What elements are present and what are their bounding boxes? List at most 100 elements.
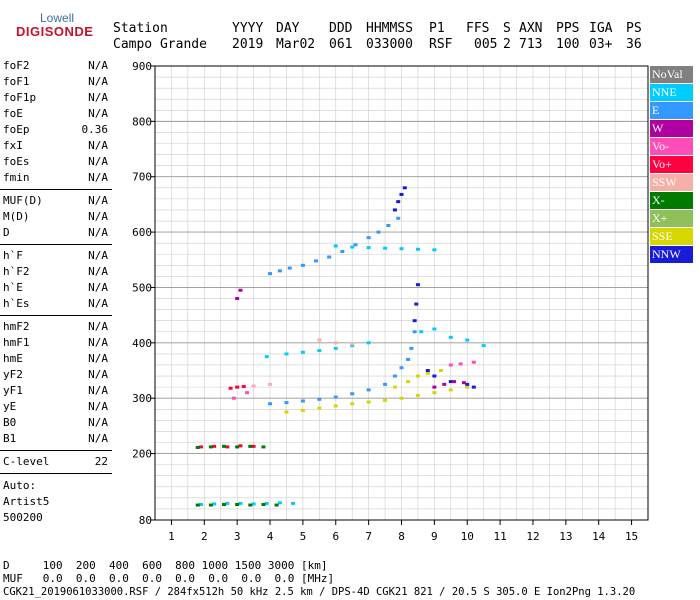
data-point-nnw: [414, 302, 419, 306]
param-value: N/A: [88, 194, 108, 207]
logo-lowell: Lowell: [40, 11, 75, 25]
param-separator: [0, 315, 112, 316]
param-value: N/A: [88, 432, 108, 445]
y-tick-label: 700: [132, 171, 152, 184]
param-name: M(D): [3, 210, 30, 223]
header-label-day: DAY: [276, 21, 300, 36]
param-value: 22: [94, 455, 108, 468]
param-row-foe: foE N/A: [3, 106, 108, 122]
header-label-p1: P1: [429, 21, 445, 36]
data-point-e: [376, 230, 381, 234]
data-point-x: [261, 445, 266, 449]
header-label-ddd: DDD: [329, 21, 353, 36]
param-name: h`F: [3, 249, 23, 262]
y-tick-label: 200: [132, 448, 152, 461]
data-point-ssw: [317, 338, 322, 342]
data-point-e: [386, 223, 391, 227]
data-point-nne: [212, 502, 217, 506]
data-point-vo: [448, 363, 453, 367]
data-point-sse: [284, 410, 289, 414]
data-point-nne: [225, 501, 230, 505]
x-tick-label: 5: [300, 530, 307, 543]
x-tick-label: 13: [559, 530, 572, 543]
data-point-vo: [212, 444, 217, 448]
data-point-nne: [251, 502, 256, 506]
param-separator: [0, 244, 112, 245]
param-row-hmf2: hmF2 N/A: [3, 319, 108, 335]
data-point-sse: [317, 406, 322, 410]
data-point-ssw: [333, 341, 338, 345]
data-point-nnw: [425, 369, 430, 373]
data-point-e: [399, 366, 404, 370]
data-point-nne: [366, 246, 371, 250]
data-point-w: [461, 381, 466, 385]
param-name: fxI: [3, 139, 23, 152]
header-value-ps: 36: [626, 37, 642, 52]
legend-item-ssw: SSW: [650, 174, 693, 191]
header-value-p1: RSF: [429, 37, 453, 52]
header-label-s: S: [503, 21, 511, 36]
data-point-nne: [366, 341, 371, 345]
data-point-nne: [432, 327, 437, 331]
legend-item-vo: Vo-: [650, 138, 693, 155]
param-row-fof2: foF2 N/A: [3, 58, 108, 74]
data-point-e: [300, 399, 305, 403]
param-row-yf1: yF1 N/A: [3, 383, 108, 399]
data-point-nne: [419, 330, 424, 334]
y-tick-label: 80: [139, 514, 152, 527]
data-point-nnw: [412, 319, 417, 323]
data-point-nne: [238, 501, 243, 505]
data-point-vo: [235, 385, 240, 389]
data-point-sse: [300, 408, 305, 412]
param-value: N/A: [88, 59, 108, 72]
y-tick-label: 300: [132, 392, 152, 405]
legend-item-nne: NNE: [650, 84, 693, 101]
data-point-sse: [448, 388, 453, 392]
header-value-hhmmss: 033000: [366, 37, 413, 52]
data-point-sse: [415, 374, 420, 378]
data-point-nnw: [396, 200, 401, 204]
param-separator: [0, 473, 112, 474]
x-tick-label: 15: [625, 530, 638, 543]
param-value: N/A: [88, 336, 108, 349]
param-value: N/A: [88, 297, 108, 310]
data-point-nne: [399, 247, 404, 251]
x-tick-label: 6: [332, 530, 339, 543]
param-name: h`E: [3, 281, 23, 294]
header-value-pps: 100: [556, 37, 580, 52]
data-point-e: [366, 388, 371, 392]
param-row-hme: hmE N/A: [3, 351, 108, 367]
param-row-muf-d: MUF(D) N/A: [3, 193, 108, 209]
param-name: yE: [3, 400, 17, 413]
header-value-axn: 713: [519, 37, 543, 52]
data-point-sse: [432, 391, 437, 395]
footer-distance-row: D 100 200 400 600 800 1000 1500 3000 [km…: [3, 559, 328, 572]
data-point-sse: [415, 393, 420, 397]
x-tick-label: 3: [234, 530, 241, 543]
param-value: N/A: [88, 107, 108, 120]
data-point-nne: [264, 501, 269, 505]
data-point-x: [235, 502, 240, 506]
param-value: N/A: [88, 171, 108, 184]
param-name: foF1p: [3, 91, 37, 104]
y-tick-label: 600: [132, 226, 152, 239]
param-value: N/A: [88, 265, 108, 278]
data-point-vo: [245, 391, 250, 395]
header-value-ddd: 061: [329, 37, 353, 52]
data-point-e: [409, 346, 414, 350]
data-point-x: [195, 503, 200, 507]
param-name: h`Es: [3, 297, 30, 310]
param-row-clevel: C-level 22: [3, 454, 108, 470]
header-value-ffs: 005: [474, 37, 498, 52]
data-point-e: [277, 269, 282, 273]
header-value-station: Campo Grande: [113, 37, 207, 52]
param-row-h-f: h`F N/A: [3, 248, 108, 264]
header-label-ffs: FFS: [466, 21, 490, 36]
param-row-fof1: foF1 N/A: [3, 74, 108, 90]
param-value: N/A: [88, 384, 108, 397]
data-point-x: [235, 445, 240, 449]
data-point-sse: [438, 369, 443, 373]
data-point-vo: [199, 445, 204, 449]
x-tick-label: 1: [168, 530, 175, 543]
param-name: D: [3, 226, 10, 239]
